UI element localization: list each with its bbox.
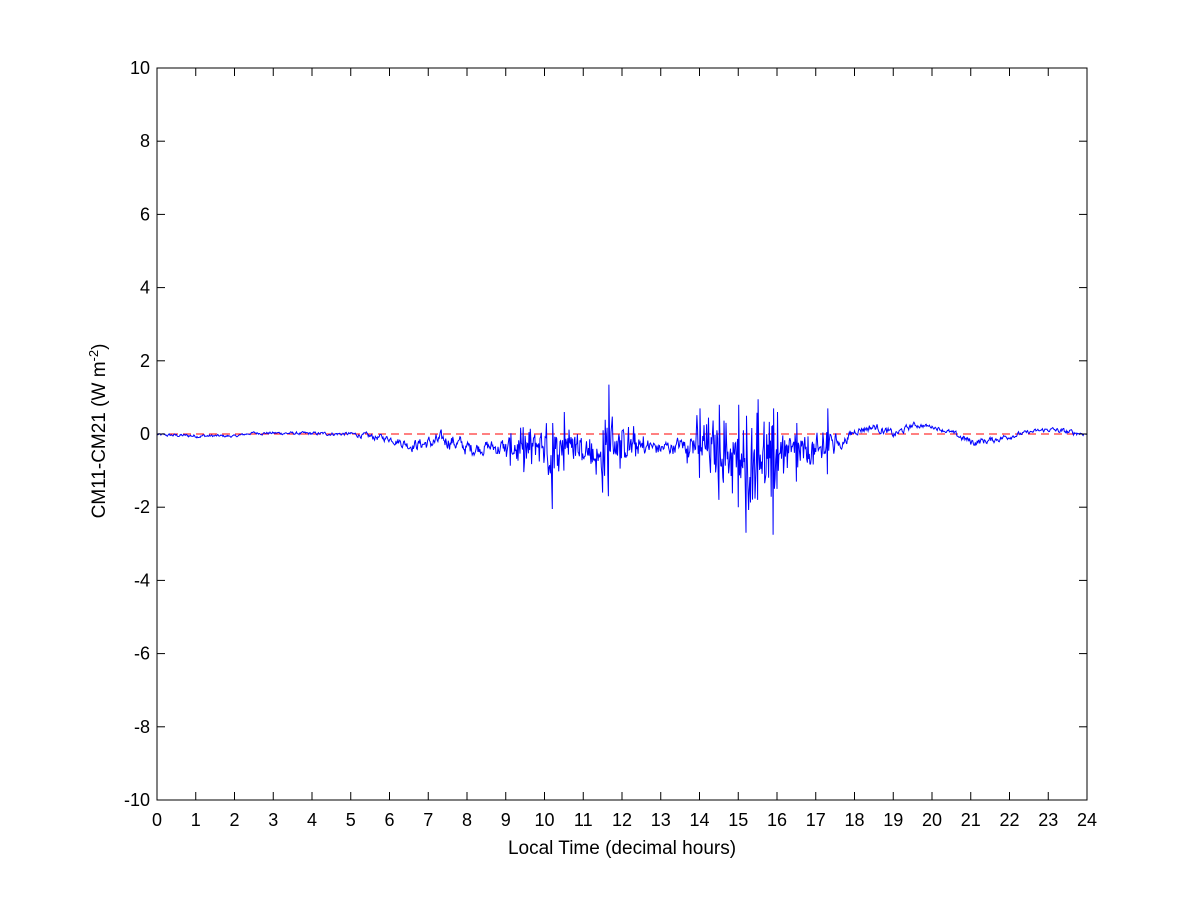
x-tick-label: 14 [689, 810, 709, 830]
x-tick-label: 21 [961, 810, 981, 830]
y-tick-label: 6 [140, 204, 150, 224]
y-tick-label: -2 [134, 497, 150, 517]
x-tick-label: 11 [574, 810, 593, 830]
x-tick-label: 19 [883, 810, 903, 830]
x-tick-label: 7 [423, 810, 433, 830]
y-tick-label: -6 [134, 644, 150, 664]
x-tick-label: 6 [384, 810, 394, 830]
y-axis-label: CM11-CM21 (W m-2) [86, 344, 111, 519]
plot-area [156, 384, 1088, 535]
y-axis-label-closing: ) [89, 344, 110, 350]
x-tick-label: 2 [229, 810, 239, 830]
y-tick-label: -10 [124, 790, 150, 810]
y-tick-label: 8 [140, 131, 150, 151]
x-tick-label: 23 [1038, 810, 1058, 830]
y-tick-label: -8 [134, 717, 150, 737]
x-tick-label: 9 [501, 810, 511, 830]
x-tick-label: 0 [152, 810, 162, 830]
y-tick-label: -4 [134, 570, 150, 590]
y-axis-label-superscript: -2 [86, 350, 101, 362]
x-tick-label: 17 [806, 810, 826, 830]
x-tick-label: 20 [922, 810, 942, 830]
x-tick-label: 10 [534, 810, 554, 830]
y-tick-label: 4 [140, 278, 150, 298]
x-tick-label: 12 [612, 810, 632, 830]
x-tick-label: 4 [307, 810, 317, 830]
y-tick-labels: -10 -8 -6 -4 -2 0 2 4 6 8 10 [124, 58, 150, 810]
axes-box [156, 67, 1088, 801]
x-tick-label: 8 [462, 810, 472, 830]
x-tick-label: 1 [191, 810, 201, 830]
x-tick-label: 22 [999, 810, 1019, 830]
x-tick-label: 16 [767, 810, 787, 830]
x-axis-label: Local Time (decimal hours) [508, 838, 736, 859]
axis-ticks [156, 67, 1088, 801]
y-tick-label: 0 [140, 424, 150, 444]
x-tick-labels: 0 1 2 3 4 5 6 7 8 9 10 11 12 13 14 15 16 17 18 19 20 21 22 23 24 [152, 810, 1097, 830]
y-axis-label-base: CM11-CM21 (W m [89, 361, 110, 518]
x-tick-label: 24 [1077, 810, 1097, 830]
x-tick-label: 13 [651, 810, 671, 830]
series-line-0 [156, 384, 1088, 535]
x-tick-label: 3 [268, 810, 278, 830]
y-tick-label: 2 [140, 351, 150, 371]
x-tick-label: 5 [346, 810, 356, 830]
x-tick-label: 18 [844, 810, 864, 830]
y-tick-label: 10 [130, 58, 150, 78]
x-tick-label: 15 [728, 810, 748, 830]
